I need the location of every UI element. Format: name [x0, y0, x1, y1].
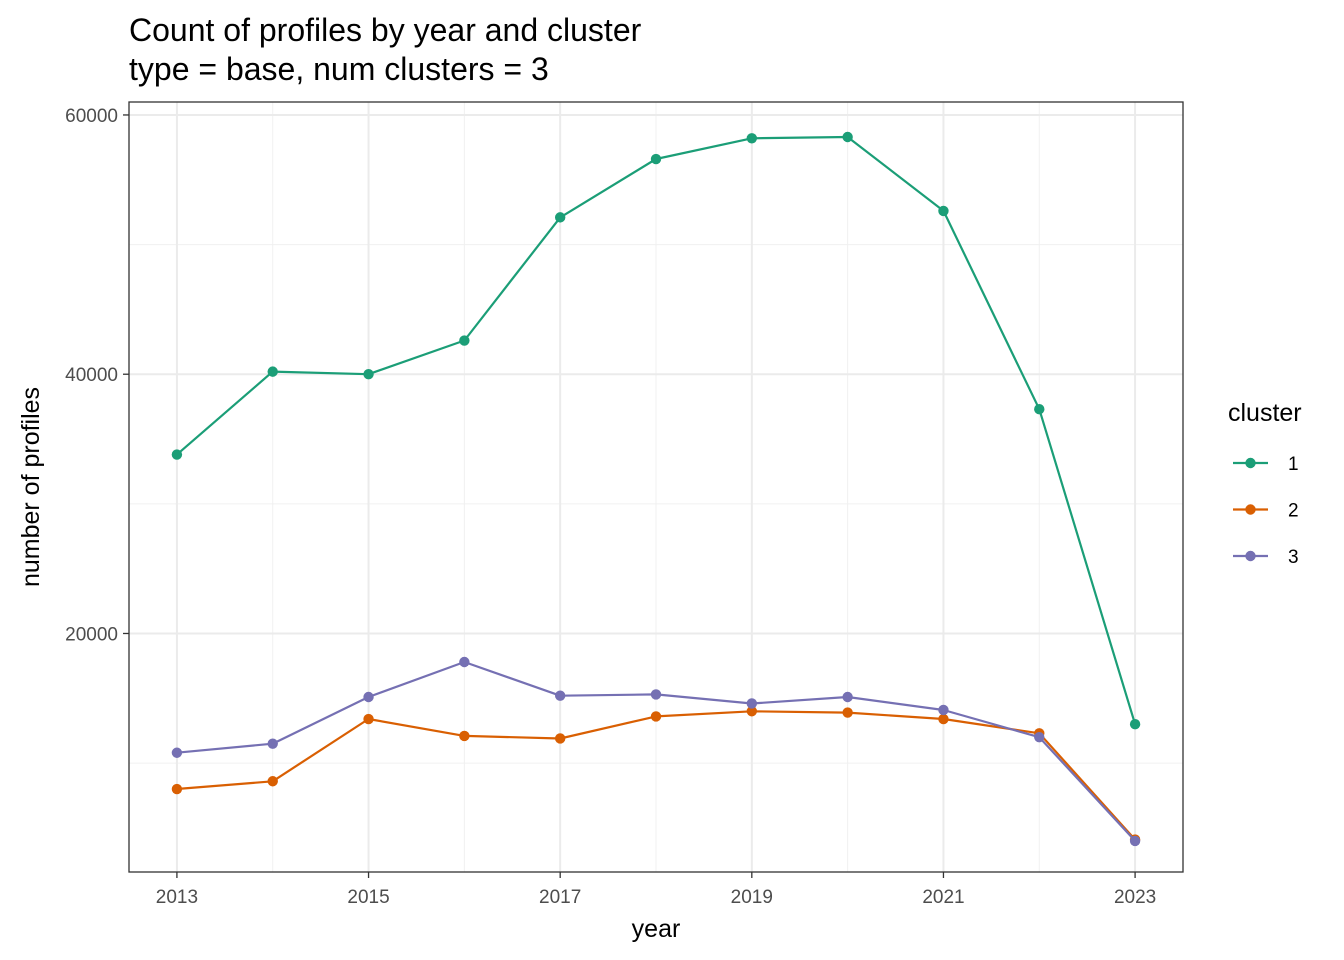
legend-key-point — [1245, 457, 1256, 469]
legend-label: 3 — [1288, 547, 1299, 568]
data-point — [1129, 835, 1141, 847]
data-point — [650, 153, 662, 165]
data-point — [1129, 719, 1141, 730]
data-point — [746, 698, 758, 709]
legend-key-point — [1245, 550, 1256, 562]
x-tick-label: 2015 — [347, 887, 389, 908]
data-point — [938, 704, 949, 716]
data-point — [842, 131, 853, 143]
series-2 — [171, 706, 1141, 845]
legend: cluster 1 2 3 — [1228, 399, 1302, 568]
legend-key-point — [1245, 504, 1256, 515]
data-point — [746, 706, 758, 717]
minor-gridlines — [129, 102, 1183, 872]
series-3 — [171, 656, 1141, 847]
panel-frame — [128, 101, 1184, 873]
legend-item-3: 3 — [1233, 547, 1299, 568]
series-1 — [171, 131, 1141, 730]
x-tick-label: 2021 — [922, 887, 964, 908]
data-point — [171, 783, 183, 795]
data-point — [363, 369, 374, 380]
x-tick-label: 2013 — [156, 887, 198, 908]
data-point — [267, 366, 278, 377]
x-axis-title: year — [632, 915, 681, 943]
data-point — [554, 690, 566, 701]
data-point — [267, 738, 278, 749]
x-tick-label: 2019 — [731, 887, 773, 908]
data-point — [459, 656, 470, 668]
data-point — [459, 730, 470, 742]
chart-title: Count of profiles by year and cluster — [129, 12, 642, 48]
legend-item-1: 1 — [1233, 454, 1299, 475]
x-axis: 2013 2015 2017 2019 2021 2023 — [156, 872, 1156, 908]
data-point — [842, 707, 853, 718]
y-axis-title: number of profiles — [17, 387, 45, 587]
legend-item-2: 2 — [1233, 501, 1299, 522]
data-point — [1034, 404, 1045, 415]
major-gridlines — [129, 102, 1183, 872]
legend-label: 1 — [1288, 454, 1299, 475]
data-point — [746, 133, 758, 144]
data-point — [938, 205, 949, 217]
data-point — [267, 776, 278, 787]
data-point — [1034, 731, 1045, 743]
y-tick-label: 40000 — [65, 365, 118, 386]
data-point — [171, 747, 183, 758]
y-tick-label: 20000 — [65, 624, 118, 645]
data-point — [554, 733, 566, 744]
x-tick-label: 2023 — [1114, 887, 1156, 908]
data-point — [363, 713, 374, 725]
legend-title: cluster — [1228, 399, 1302, 427]
x-tick-label: 2017 — [539, 887, 581, 908]
chart-subtitle: type = base, num clusters = 3 — [129, 51, 549, 87]
data-point — [650, 711, 662, 722]
panel-border — [128, 101, 1184, 873]
data-point — [363, 691, 374, 703]
data-point — [171, 449, 183, 460]
y-tick-label: 60000 — [65, 106, 118, 127]
series-layer — [171, 131, 1141, 847]
y-axis: 20000 40000 60000 — [65, 106, 129, 645]
data-point — [554, 212, 566, 223]
data-point — [459, 335, 470, 346]
data-point — [650, 689, 662, 700]
data-point — [938, 713, 949, 725]
legend-label: 2 — [1288, 501, 1299, 522]
data-point — [842, 691, 853, 703]
